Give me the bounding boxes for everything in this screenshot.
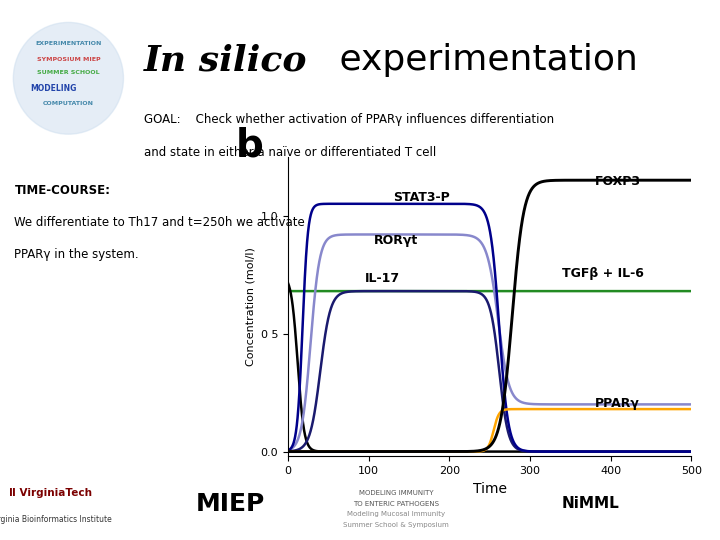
Text: GOAL:    Check whether activation of PPARγ influences differentiation: GOAL: Check whether activation of PPARγ …: [144, 113, 554, 126]
Text: MODELING IMMUNITY: MODELING IMMUNITY: [359, 490, 433, 496]
Text: MIEP: MIEP: [196, 491, 265, 516]
X-axis label: Time: Time: [472, 482, 507, 496]
Text: experimentation: experimentation: [328, 43, 637, 77]
Text: EXPERIMENTATION: EXPERIMENTATION: [35, 41, 102, 46]
Text: TIME-COURSE:: TIME-COURSE:: [14, 184, 110, 197]
Text: SYMPOSIUM MIEP: SYMPOSIUM MIEP: [37, 57, 100, 62]
Text: TO ENTERIC PATHOGENS: TO ENTERIC PATHOGENS: [353, 501, 439, 507]
Text: Ⅱ VirginiaTech: Ⅱ VirginiaTech: [9, 488, 92, 498]
Text: TGFβ + IL-6: TGFβ + IL-6: [562, 267, 644, 280]
Text: FOXP3: FOXP3: [595, 175, 640, 188]
Text: We differentiate to Th17 and t=250h we activate: We differentiate to Th17 and t=250h we a…: [14, 216, 305, 229]
Text: MODELING: MODELING: [30, 84, 77, 93]
Text: b: b: [235, 126, 264, 165]
Text: Summer School & Symposium: Summer School & Symposium: [343, 522, 449, 529]
Text: COMPUTATION: COMPUTATION: [43, 100, 94, 106]
Text: In silico: In silico: [144, 43, 307, 77]
Text: PPARγ: PPARγ: [595, 397, 639, 410]
Text: Modeling Mucosal Immunity: Modeling Mucosal Immunity: [347, 511, 445, 517]
Text: RORγt: RORγt: [374, 234, 418, 247]
Text: Virginia Bioinformatics Institute: Virginia Bioinformatics Institute: [0, 515, 112, 524]
Y-axis label: Concentration (mol/l): Concentration (mol/l): [245, 247, 255, 366]
Circle shape: [13, 23, 124, 134]
Text: NiMML: NiMML: [562, 496, 619, 511]
Text: SUMMER SCHOOL: SUMMER SCHOOL: [37, 70, 99, 75]
Text: and state in either a naïve or differentiated T cell: and state in either a naïve or different…: [144, 146, 436, 159]
Text: STAT3-P: STAT3-P: [393, 192, 449, 205]
Text: PPARγ in the system.: PPARγ in the system.: [14, 248, 139, 261]
Text: IL-17: IL-17: [364, 272, 400, 285]
